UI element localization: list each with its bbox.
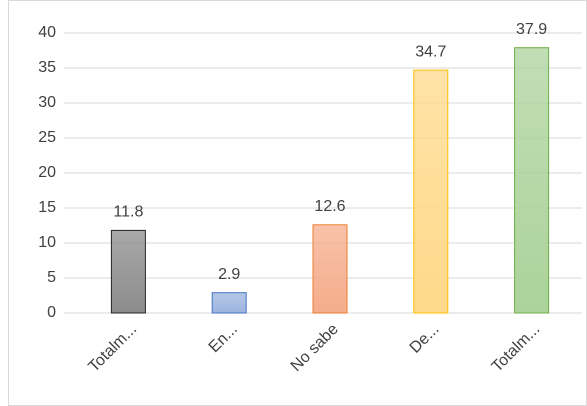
y-tick-label: 25 <box>38 129 56 146</box>
x-tick-label: En... <box>206 321 241 356</box>
data-label: 37.9 <box>516 21 547 38</box>
y-tick-label: 10 <box>38 234 56 251</box>
bar <box>312 224 348 314</box>
y-tick-label: 35 <box>38 59 56 76</box>
bar <box>514 47 550 314</box>
y-tick-label: 0 <box>47 304 56 321</box>
y-tick-label: 30 <box>38 94 56 111</box>
y-tick-label: 40 <box>38 24 56 41</box>
y-tick-label: 5 <box>47 269 56 286</box>
x-tick-label: Totalm... <box>489 321 544 376</box>
chart-border <box>8 0 587 406</box>
x-tick-label: De... <box>407 321 443 357</box>
data-label: 2.9 <box>218 266 240 283</box>
bar <box>110 229 146 314</box>
data-label: 12.6 <box>314 198 345 215</box>
bar <box>413 69 449 314</box>
bar <box>211 292 247 314</box>
data-label: 11.8 <box>113 204 143 221</box>
y-tick-label: 20 <box>38 164 56 181</box>
y-tick-label: 15 <box>38 199 56 216</box>
x-tick-label: No sabe <box>288 321 342 375</box>
data-label: 34.7 <box>415 43 446 60</box>
x-tick-label: Totalm... <box>85 321 140 376</box>
